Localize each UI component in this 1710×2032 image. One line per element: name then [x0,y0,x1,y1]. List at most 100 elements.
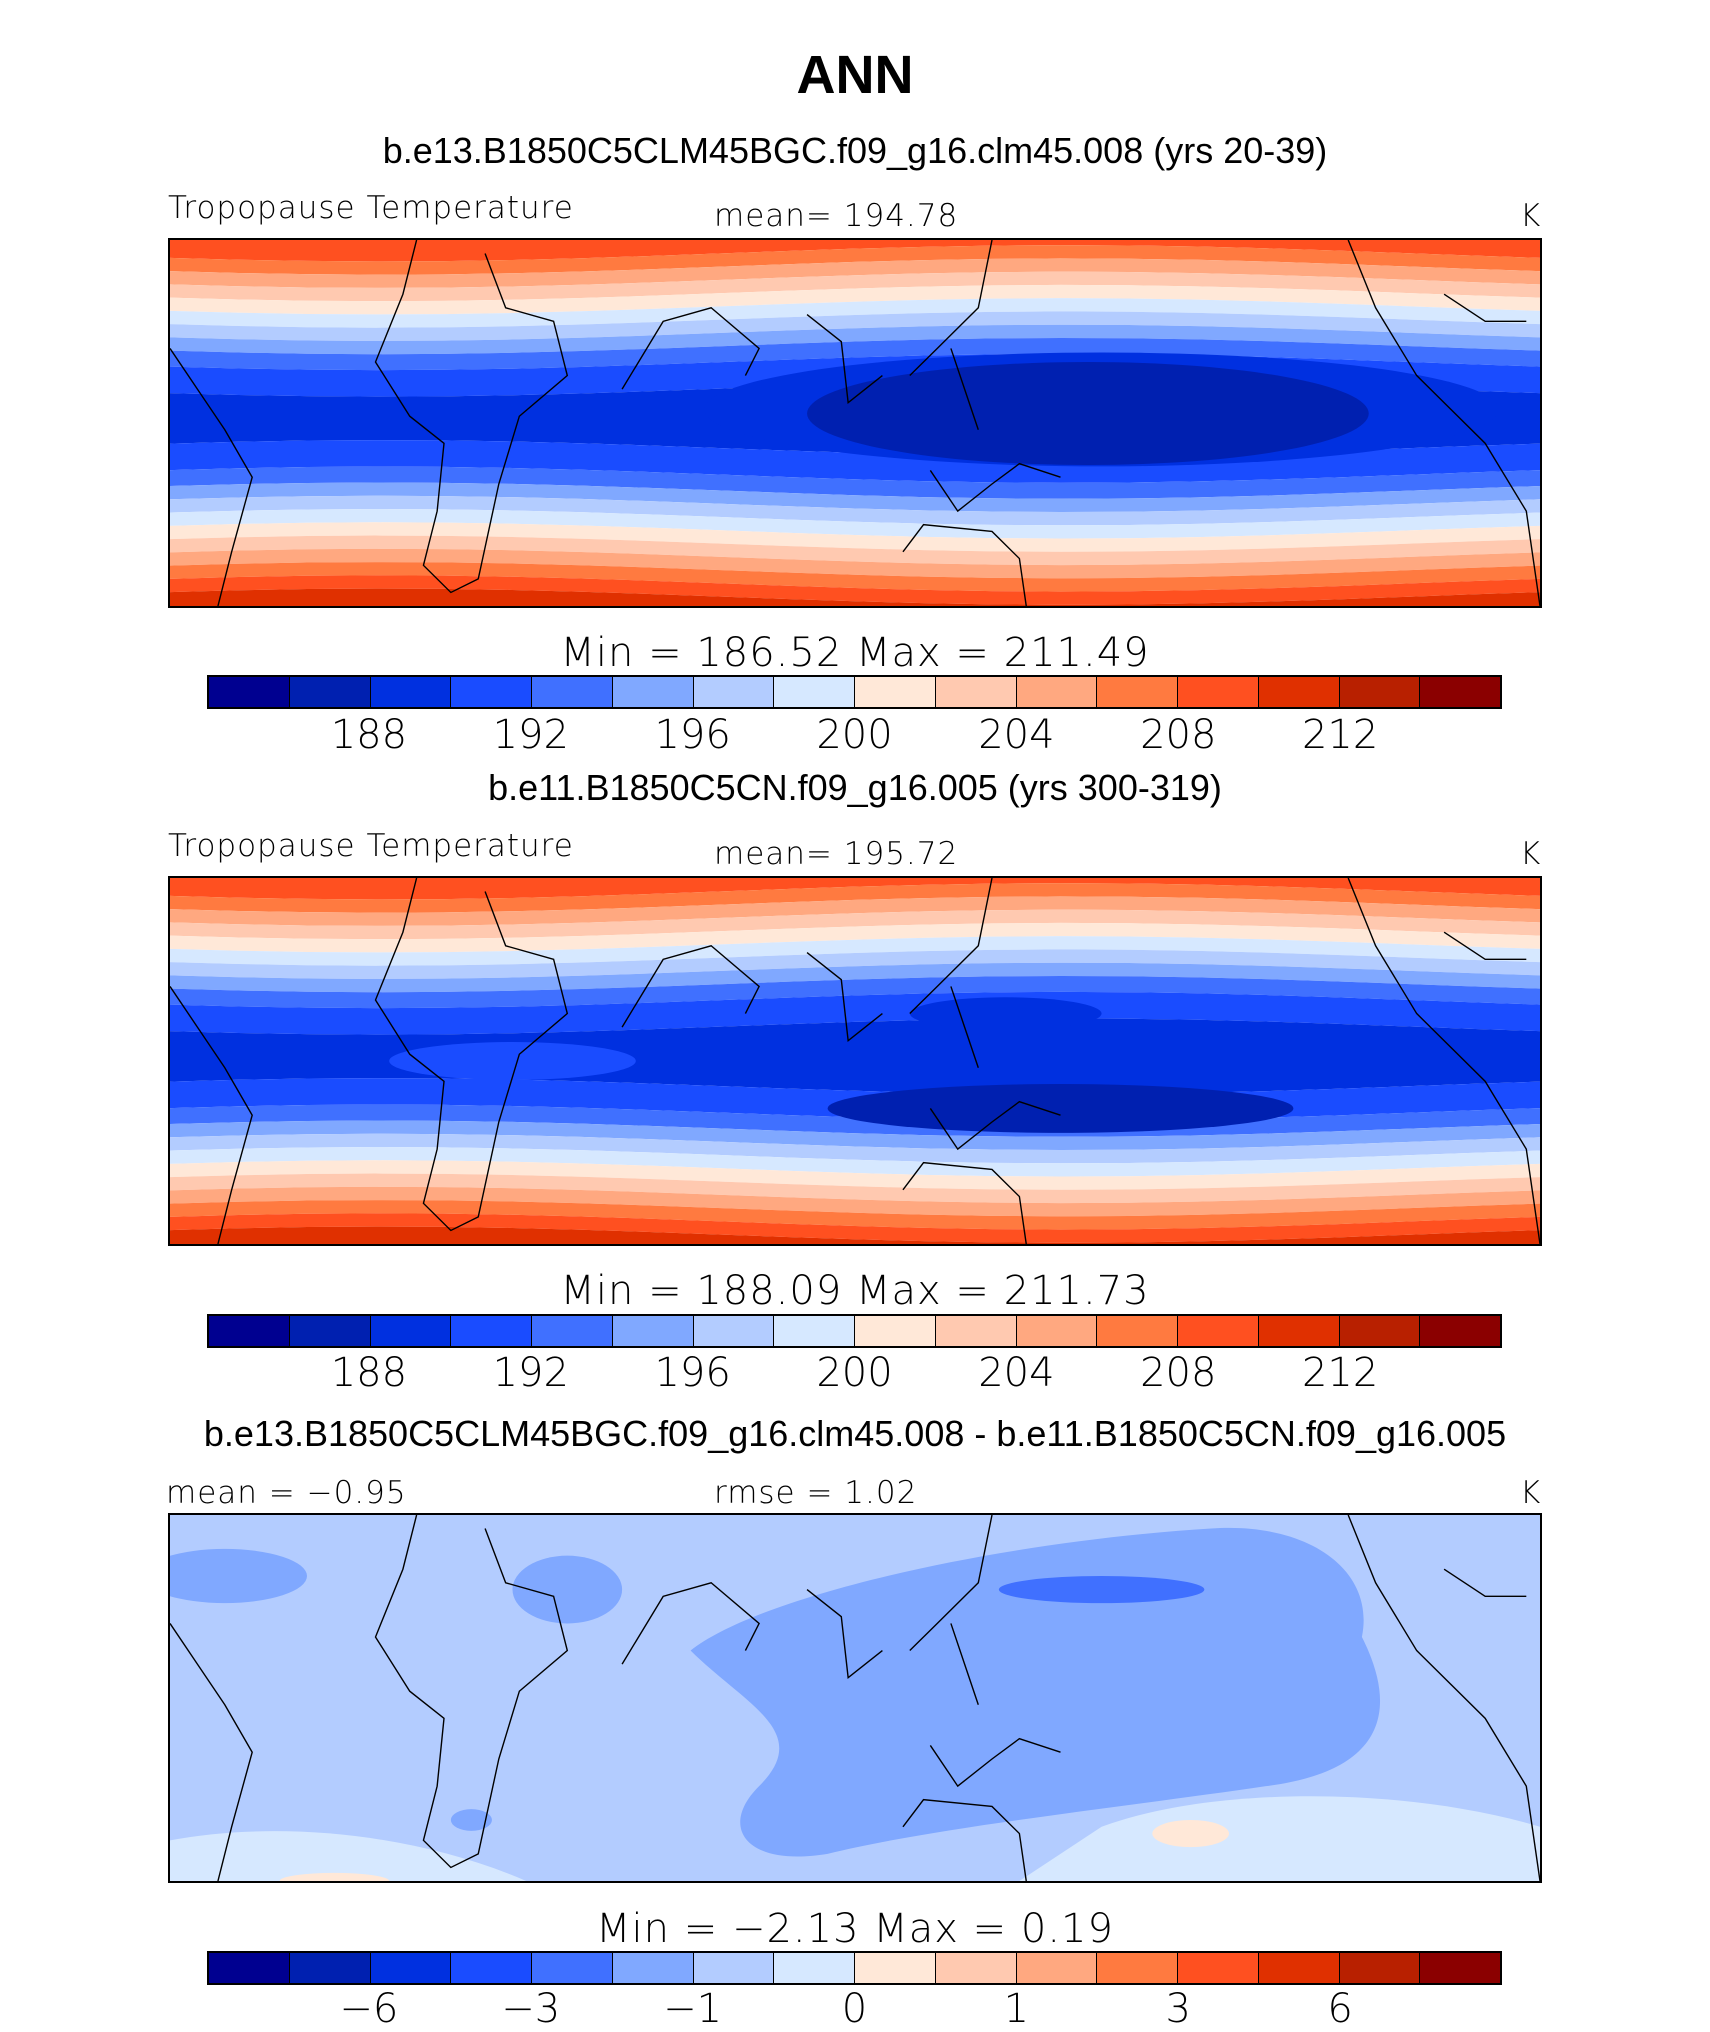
contour-band [170,562,1540,592]
panel-3-minmax: Min = −2.13 Max = 0.19 [596,1906,1114,1952]
panel-3-rmse-label: rmse = 1.02 [714,1475,918,1511]
colorbar-swatch [370,1953,452,1983]
tropical-minimum-core [827,1084,1294,1133]
panel-3-difference-map [168,1513,1542,1883]
colorbar-swatch [289,677,371,707]
coastline [903,1163,1026,1244]
contour-band [170,1173,1540,1204]
colorbar-tick-label: −6 [339,1986,399,2032]
coastline [1444,932,1526,959]
colorbar-tick-label: 196 [654,1350,731,1396]
colorbar-swatch [1178,677,1259,707]
contour-band [170,949,1540,979]
panel-1-subtitle: b.e13.B1850C5CLM45BGC.f09_g16.clm45.008 … [382,130,1328,171]
colorbar-tick-label: 1 [1003,1986,1030,2032]
colorbar-swatch [1258,1953,1340,1983]
colorbar-swatch [1339,1316,1421,1346]
panel-3-units-label: K [1520,1475,1542,1511]
colorbar-swatch [1420,1953,1500,1983]
contour-patch [450,1809,492,1831]
colorbar-tick-label: 200 [816,1350,893,1396]
colorbar-tick-label: 212 [1301,712,1379,758]
colorbar-swatch [209,1316,290,1346]
panel-3-colorbar [207,1951,1502,1985]
colorbar-swatch [1016,677,1098,707]
coastline [903,525,1026,606]
colorbar-swatch [935,1316,1017,1346]
colorbar-swatch [289,1316,371,1346]
coastline [910,1515,992,1651]
contour-patch [512,1555,623,1624]
colorbar-swatch [1016,1953,1098,1983]
colorbar-swatch [693,1316,775,1346]
coastline [1444,294,1526,321]
contour-band [170,284,1540,315]
coastline [622,946,759,1027]
colorbar-tick-label: 208 [1140,712,1217,758]
colorbar-swatch [774,1316,855,1346]
colorbar-tick-label: 6 [1327,1986,1353,2032]
coastline [376,878,568,1230]
contour-band [170,1147,1540,1177]
coastline [951,348,978,429]
contour-band [170,922,1540,953]
contour-band [170,588,1540,606]
colorbar-tick-label: 3 [1165,1986,1191,2032]
coastline [807,953,882,1041]
contour-band [170,466,1540,499]
panel-1-variable-label: Tropopause Temperature [168,190,574,226]
colorbar-tick-label: 192 [492,1350,569,1396]
panel-2-variable-label: Tropopause Temperature [168,828,574,864]
colorbar-swatch [370,677,452,707]
contour-patch [1019,1796,1540,1881]
contour-band [170,1226,1540,1244]
coastline [170,1623,252,1881]
contour-band [170,1104,1540,1137]
panel-3-subtitle: b.e13.B1850C5CLM45BGC.f09_g16.clm45.008 … [203,1413,1507,1454]
panel-2-units-label: K [1520,836,1542,872]
colorbar-tick-label: 0 [841,1986,868,2032]
colorbar-swatch [209,1953,290,1983]
coastline [903,1800,1026,1881]
colorbar-swatch [370,1316,452,1346]
contour-patch [998,1576,1205,1604]
colorbar-tick-label: −3 [501,1986,561,2032]
contour-band [170,896,1540,926]
colorbar-swatch [1339,677,1421,707]
contour-band [170,440,1540,483]
colorbar-swatch [1097,1316,1178,1346]
contour-band [170,575,1540,605]
colorbar-swatch [1097,677,1178,707]
colorbar-swatch [1339,1953,1421,1983]
coastline [951,986,978,1067]
colorbar-swatch [532,677,613,707]
contour-band [170,337,1540,371]
coastline [930,464,1060,511]
colorbar-tick-label: 204 [978,712,1055,758]
colorbar-swatch [935,677,1017,707]
panel-2-minmax: Min = 188.09 Max = 211.73 [560,1268,1150,1314]
colorbar-tick-label: 208 [1140,1350,1217,1396]
colorbar-swatch [693,677,775,707]
contour-band [170,324,1540,355]
colorbar-swatch [532,1316,613,1346]
contour-band [170,240,1540,262]
panel-1-colorbar [207,675,1502,709]
tropical-minimum-core [807,362,1369,466]
contour-band [170,311,1540,341]
contour-patch [170,1548,307,1604]
panel-2-colorbar [207,1314,1502,1348]
contour-band [170,975,1540,1009]
coastline [622,308,759,389]
panel-2-map [168,876,1542,1246]
colorbar-swatch [855,1316,936,1346]
colorbar-swatch [289,1953,371,1983]
colorbar-tick-label: 196 [654,712,731,758]
colorbar-swatch [1097,1953,1178,1983]
colorbar-swatch [532,1953,613,1983]
coastline [930,1102,1060,1149]
colorbar-tick-label: 212 [1301,1350,1379,1396]
contour-band [170,509,1540,539]
colorbar-swatch [1258,677,1340,707]
contour-band [170,522,1540,552]
